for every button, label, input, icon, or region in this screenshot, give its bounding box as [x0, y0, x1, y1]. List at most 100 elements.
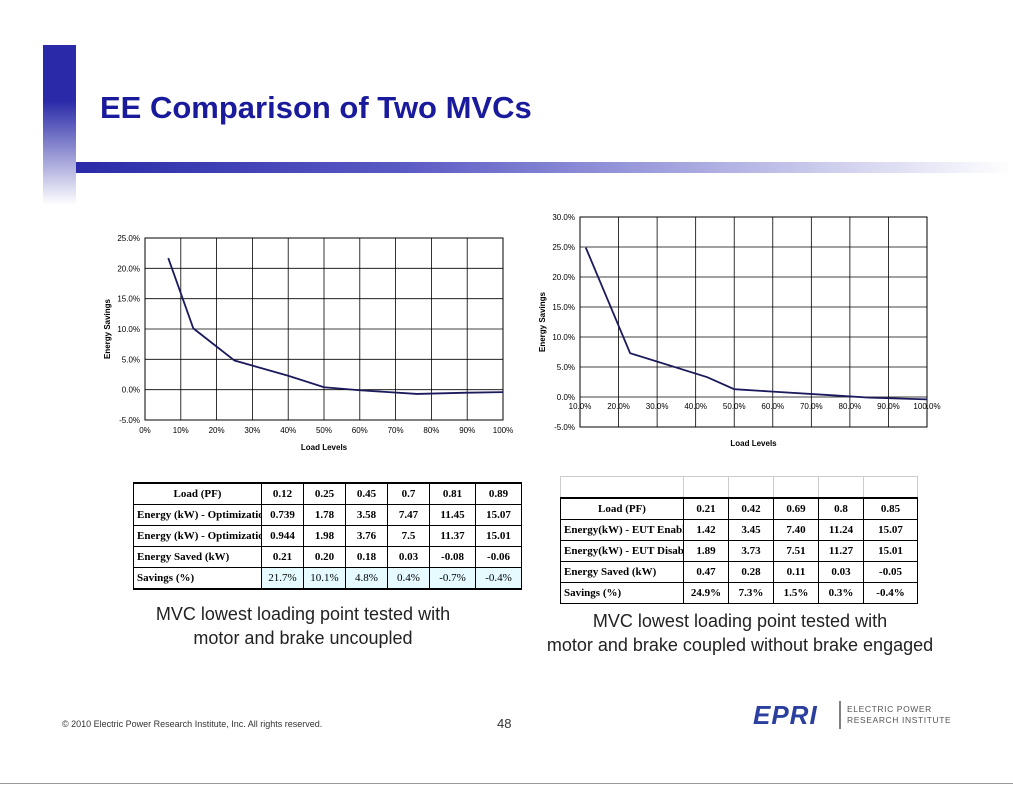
table-cell: 0.03	[387, 546, 430, 568]
table-header-row: Load (PF) 0.21 0.42 0.69 0.8 0.85	[560, 497, 918, 520]
table-cell: Savings (%)	[560, 582, 684, 604]
caption-right-line2: motor and brake coupled without brake en…	[546, 635, 934, 655]
series-line	[167, 257, 504, 395]
table-cell: -0.4%	[863, 582, 918, 604]
table-row: Energy(kW) - EUT Disabled 1.89 3.73 7.51…	[560, 540, 918, 562]
x-tick-label: 30.0%	[646, 402, 669, 411]
logo-subtext-line2: RESEARCH INSTITUTE	[847, 715, 951, 725]
y-tick-label: 30.0%	[552, 213, 575, 222]
table-cell: 0.11	[773, 561, 819, 583]
table-cell: 1.98	[303, 525, 346, 547]
copyright-text: © 2010 Electric Power Research Institute…	[62, 719, 323, 729]
table-cell	[683, 476, 729, 499]
table-cell: 1.5%	[773, 582, 819, 604]
table-cell: Energy(kW) - EUT Disabled	[560, 540, 684, 562]
x-tick-label: 30%	[244, 426, 260, 435]
plot-area	[579, 216, 928, 428]
table-cell: 15.01	[863, 540, 918, 562]
table-cell: Energy Saved (kW)	[133, 546, 262, 568]
table-right: Load (PF) 0.21 0.42 0.69 0.8 0.85 Energy…	[560, 476, 918, 604]
epri-logo: EPRI ELECTRIC POWER RESEARCH INSTITUTE	[753, 700, 951, 730]
table-cell: 0.47	[683, 561, 729, 583]
table-cell: 0.739	[261, 504, 304, 526]
table-cell: 0.89	[475, 482, 522, 505]
table-cell: 0.944	[261, 525, 304, 547]
x-tick-label: 40.0%	[684, 402, 707, 411]
y-tick-label: 5.0%	[557, 363, 575, 372]
table-cell: 7.3%	[728, 582, 774, 604]
table-cell: 0.12	[261, 482, 304, 505]
table-cell: 11.24	[818, 519, 864, 541]
table-row: Energy(kW) - EUT Enabled 1.42 3.45 7.40 …	[560, 519, 918, 541]
table-cell: 1.78	[303, 504, 346, 526]
table-cell: 0.28	[728, 561, 774, 583]
table-cell: 0.21	[683, 497, 729, 520]
x-tick-label: 80%	[423, 426, 439, 435]
table-cell: 1.89	[683, 540, 729, 562]
page-number: 48	[497, 716, 512, 731]
slide-title: EE Comparison of Two MVCs	[100, 90, 532, 125]
table-cell: -0.06	[475, 546, 522, 568]
table-cell: 0.03	[818, 561, 864, 583]
x-tick-label: 70.0%	[800, 402, 823, 411]
table-cell: 4.8%	[345, 567, 388, 590]
table-cell: 11.37	[429, 525, 476, 547]
x-tick-label: 100.0%	[913, 402, 940, 411]
table-row: Energy (kW) - Optimization Disabled 0.94…	[133, 525, 522, 547]
y-tick-label: 20.0%	[117, 264, 140, 273]
table-cell: 0.18	[345, 546, 388, 568]
y-tick-label: 0.0%	[122, 386, 140, 395]
table-cell: 0.45	[345, 482, 388, 505]
table-cell: 0.3%	[818, 582, 864, 604]
y-tick-label: 20.0%	[552, 273, 575, 282]
x-tick-label: 60.0%	[761, 402, 784, 411]
x-tick-label: 100%	[493, 426, 513, 435]
table-cell	[560, 476, 684, 499]
caption-right: MVC lowest loading point tested with mot…	[510, 609, 970, 657]
table-left: Load (PF) 0.12 0.25 0.45 0.7 0.81 0.89 E…	[133, 482, 522, 590]
table-cell: 11.27	[818, 540, 864, 562]
table-cell: 7.40	[773, 519, 819, 541]
bottom-divider	[0, 783, 1013, 784]
table-cell: Energy(kW) - EUT Enabled	[560, 519, 684, 541]
caption-left-line1: MVC lowest loading point tested with	[155, 604, 451, 624]
y-tick-label: 0.0%	[557, 393, 575, 402]
y-axis-label: Energy Savings	[538, 291, 547, 352]
table-cell: 7.5	[387, 525, 430, 547]
table-row: Energy (kW) - Optimization Enabled 0.739…	[133, 504, 522, 526]
table-cell: 0.81	[429, 482, 476, 505]
epri-logo-text: EPRI	[753, 700, 818, 730]
y-tick-label: 25.0%	[552, 243, 575, 252]
table-cell: -0.08	[429, 546, 476, 568]
x-tick-label: 0%	[139, 426, 151, 435]
y-tick-label: -5.0%	[119, 416, 140, 425]
title-accent-bar	[43, 45, 76, 205]
y-tick-label: 10.0%	[552, 333, 575, 342]
x-tick-label: 40%	[280, 426, 296, 435]
x-tick-label: 10.0%	[569, 402, 592, 411]
y-axis-label: Energy Savings	[103, 298, 112, 359]
x-tick-label: 60%	[352, 426, 368, 435]
y-tick-label: 10.0%	[117, 325, 140, 334]
table-cell: 0.25	[303, 482, 346, 505]
table-cell: 0.7	[387, 482, 430, 505]
table-cell: 0.42	[728, 497, 774, 520]
table-cell: -0.4%	[475, 567, 522, 590]
table-cell	[728, 476, 774, 499]
table-cell: Energy Saved (kW)	[560, 561, 684, 583]
table-top-row	[560, 476, 918, 499]
x-tick-label: 90.0%	[877, 402, 900, 411]
table-cell: 11.45	[429, 504, 476, 526]
y-tick-label: 15.0%	[552, 303, 575, 312]
x-tick-label: 20%	[209, 426, 225, 435]
y-tick-label: 5.0%	[122, 355, 140, 364]
table-cell: 21.7%	[261, 567, 304, 590]
x-tick-label: 50.0%	[723, 402, 746, 411]
table-cell: 0.21	[261, 546, 304, 568]
chart-right: 30.0% 25.0% 20.0% 15.0% 10.0% 5.0% 0.0% -5.0% 10…	[538, 213, 941, 448]
table-cell: Load (PF)	[133, 482, 262, 505]
table-cell: Energy (kW) - Optimization Enabled	[133, 504, 262, 526]
table-cell: 24.9%	[683, 582, 729, 604]
x-tick-label: 90%	[459, 426, 475, 435]
x-tick-label: 70%	[388, 426, 404, 435]
